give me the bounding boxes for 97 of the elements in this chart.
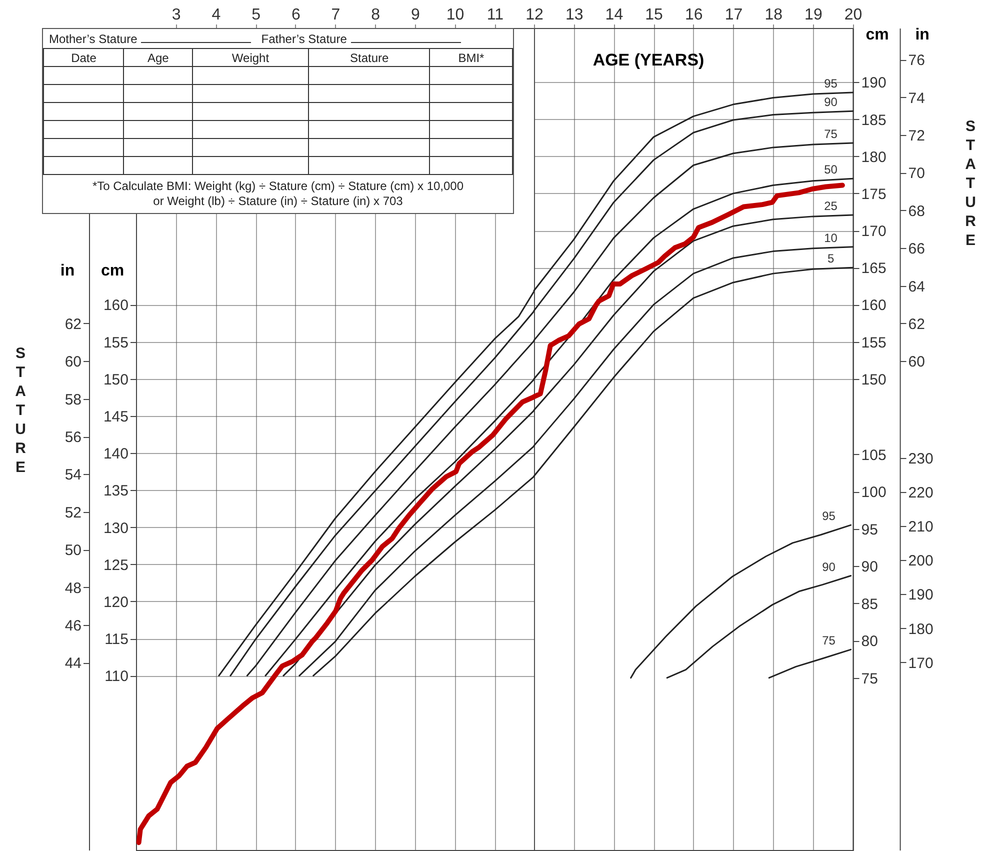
y2-tick-label: 230 — [908, 450, 934, 468]
y2-tick-label: 56 — [64, 429, 82, 446]
y2-tick-label: 70 — [908, 165, 925, 182]
y-axis-title: cm — [100, 262, 124, 280]
text: Date — [71, 50, 96, 64]
y2-tick-label: 190 — [908, 586, 934, 604]
x-tick-label: 6 — [291, 6, 300, 24]
series-label: 90 — [822, 560, 836, 574]
x-tick-label: 18 — [764, 6, 783, 24]
y2-tick-label: 50 — [64, 542, 82, 560]
x-tick-label: 7 — [331, 6, 340, 24]
x-tick-label: 19 — [804, 6, 822, 24]
y2-tick-label: 76 — [908, 52, 925, 70]
y2-tick-label: 48 — [64, 580, 82, 597]
y-tick-label: 130 — [103, 520, 128, 537]
x-tick-label: 3 — [172, 6, 181, 24]
series-label: 90 — [824, 95, 838, 110]
y-tick-label: 80 — [861, 633, 878, 650]
y2-tick-label: 60 — [64, 354, 82, 371]
y2-axis-title: in — [915, 26, 930, 44]
y2-tick-label: 46 — [64, 617, 82, 634]
x-tick-label: 20 — [844, 6, 862, 24]
series-label: 75 — [824, 126, 838, 141]
series-label: 10 — [824, 230, 838, 245]
y-tick-label: 175 — [861, 186, 886, 203]
y2-tick-label: 170 — [908, 654, 934, 672]
y2-tick-label: 54 — [64, 466, 82, 484]
y-tick-label: 185 — [861, 112, 886, 129]
x-tick-label: 15 — [645, 6, 664, 24]
y-tick-label: 140 — [103, 446, 128, 463]
y-tick-label: 155 — [103, 334, 128, 352]
y2-tick-label: 180 — [908, 620, 934, 638]
y2-tick-label: 210 — [908, 518, 934, 536]
annotation: BMI* — [430, 48, 512, 66]
text: STATURE — [12, 345, 29, 478]
text: STATURE — [962, 118, 979, 251]
x-tick-label: 5 — [252, 6, 261, 24]
x-tick-label: 8 — [371, 6, 380, 24]
x-tick-label: 12 — [526, 6, 544, 24]
series-label: 5 — [827, 252, 834, 266]
y-tick-label: 150 — [103, 371, 128, 388]
x-tick-label: 4 — [212, 6, 221, 24]
x-axis-title: AGE (YEARS) — [592, 50, 704, 70]
y2-axis-title: in — [60, 262, 75, 280]
y2-tick-label: 64 — [908, 278, 925, 296]
annotation: or Weight (lb) ÷ Stature (in) ÷ Stature (in) x 703 — [152, 194, 404, 209]
y-tick-label: 120 — [103, 594, 128, 611]
y-tick-label: 135 — [103, 482, 128, 500]
y2-tick-label: 74 — [908, 90, 925, 107]
y-tick-label: 105 — [861, 446, 886, 464]
y2-tick-label: 58 — [64, 391, 82, 408]
y-tick-label: 100 — [861, 484, 886, 502]
series-label: 75 — [822, 634, 836, 648]
x-tick-label: 11 — [486, 6, 504, 24]
y-tick-label: 155 — [861, 334, 886, 352]
y-axis-title: cm — [866, 26, 889, 44]
annotation: Father’s Stature — [261, 32, 347, 46]
y-tick-label: 95 — [861, 521, 878, 538]
y-tick-label: 125 — [103, 556, 128, 574]
y-tick-label: 150 — [861, 371, 886, 388]
annotation: Mother’s Stature — [49, 32, 138, 46]
y2-tick-label: 44 — [64, 655, 82, 672]
y-tick-label: 170 — [861, 223, 886, 240]
y2-tick-label: 60 — [908, 354, 925, 371]
annotation: Stature — [308, 48, 430, 66]
annotation: Age — [124, 48, 192, 66]
y2-tick-label: 52 — [64, 504, 82, 522]
y-tick-label: 165 — [861, 260, 886, 278]
x-tick-label: 9 — [410, 6, 420, 24]
y-tick-label: 145 — [103, 408, 128, 426]
y2-tick-label: 200 — [908, 552, 934, 570]
y2-tick-label: 68 — [908, 202, 925, 220]
y-tick-label: 180 — [861, 148, 886, 166]
annotation: *To Calculate BMI: Weight (kg) ÷ Stature (cm) ÷ Stature (cm) x 10,000 — [91, 179, 465, 194]
y2-tick-label: 66 — [908, 240, 925, 258]
y-tick-label: 190 — [861, 74, 886, 92]
y-tick-label: 160 — [861, 297, 886, 314]
series-label: 95 — [822, 509, 836, 524]
y2-tick-label: 62 — [908, 316, 925, 333]
y2-tick-label: 220 — [908, 484, 934, 502]
y-tick-label: 115 — [104, 631, 128, 648]
x-tick-label: 10 — [446, 6, 464, 24]
y-tick-label: 90 — [861, 558, 878, 576]
y2-tick-label: 72 — [908, 128, 925, 145]
series-label: 95 — [824, 76, 838, 91]
y-tick-label: 110 — [104, 668, 128, 686]
series-label: 25 — [824, 198, 838, 213]
x-tick-label: 16 — [685, 6, 703, 24]
y-tick-label: 85 — [861, 596, 878, 613]
x-tick-label: 17 — [724, 6, 743, 24]
y-tick-label: 75 — [861, 670, 878, 688]
series-label: 50 — [824, 162, 838, 177]
annotation: Weight — [192, 48, 309, 66]
x-tick-label: 14 — [605, 6, 624, 24]
y2-tick-label: 62 — [64, 316, 82, 333]
x-tick-label: 13 — [565, 6, 584, 24]
y-tick-label: 160 — [103, 297, 128, 314]
